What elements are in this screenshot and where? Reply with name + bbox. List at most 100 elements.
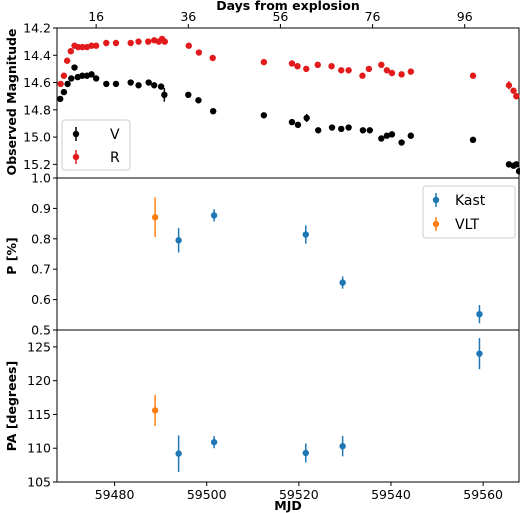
polarization-kast-point [210, 212, 218, 219]
magnitude-r-point [345, 67, 352, 74]
magnitude-y-label: Observed Magnitude [4, 29, 19, 176]
magnitude-r-point [398, 71, 405, 78]
magnitude-v-point [71, 64, 78, 71]
magnitude-v-point [79, 72, 86, 79]
pa-y-label: PA [degrees] [4, 361, 19, 451]
magnitude-v-point [57, 95, 64, 103]
magnitude-v-point [209, 107, 217, 115]
magnitude-ytick-label: 14.8 [23, 102, 51, 117]
magnitude-r-point [185, 42, 192, 49]
magnitude-v-point [513, 161, 520, 168]
position-angle-ytick-label: 120 [27, 373, 51, 388]
magnitude-v-point [303, 114, 310, 122]
magnitude-r-point [135, 38, 142, 45]
magnitude-v-point [366, 127, 374, 134]
magnitude-r-point [79, 43, 86, 51]
magnitude-ytick-label: 14.2 [23, 21, 51, 36]
bottom-xtick-label: 59500 [187, 487, 227, 502]
magnitude-r-point [338, 67, 345, 74]
magnitude-v-point [378, 135, 385, 142]
position-angle-ytick-label: 105 [27, 475, 51, 490]
position-angle-kast-point [210, 438, 218, 446]
magnitude-r-point [505, 82, 513, 89]
magnitude-r-point [57, 80, 64, 88]
position-angle-kast-point [339, 442, 346, 450]
magnitude-v-point [260, 112, 268, 119]
polarization-kast-point [175, 237, 182, 244]
magnitude-v-point [127, 79, 134, 86]
magnitude-r-point [294, 62, 301, 70]
polarization-vlt-point [151, 214, 159, 221]
legend-kast-label: Kast [455, 193, 486, 209]
polarization-legend-box [422, 185, 516, 239]
legend-vlt-marker [432, 220, 440, 228]
position-angle-ytick-label: 125 [27, 339, 51, 354]
magnitude-r-point [112, 39, 120, 47]
legend-kast-marker [432, 196, 440, 204]
magnitude-v-point [145, 79, 152, 86]
top-xtick-label: 16 [88, 9, 104, 24]
magnitude-v-point [92, 75, 100, 82]
magnitude-r-point [103, 39, 110, 47]
polarization-ytick-label: 0.9 [31, 201, 51, 216]
legend-v-label: V [110, 127, 120, 143]
magnitude-v-point [151, 82, 158, 89]
magnitude-ytick-label: 15.0 [23, 130, 51, 145]
magnitude-r-point [383, 67, 391, 74]
magnitude-v-point [338, 125, 345, 133]
magnitude-v-point [161, 91, 168, 99]
legend-r-label: R [110, 150, 120, 166]
magnitude-legend: V R [61, 119, 131, 171]
top-xtick-label: 76 [365, 9, 381, 24]
bottom-x-label: MJD [274, 498, 301, 513]
magnitude-v-point [328, 124, 336, 131]
magnitude-v-point [288, 118, 296, 126]
magnitude-v-point [135, 82, 142, 89]
magnitude-r-point [127, 39, 134, 47]
magnitude-v-point [294, 121, 302, 129]
magnitude-v-point [398, 139, 405, 146]
magnitude-v-point [103, 80, 110, 88]
top-axis-label: Days from explosion [216, 0, 360, 13]
bottom-xtick-label: 59560 [463, 487, 503, 502]
legend-r-marker [72, 153, 80, 161]
top-xtick-label: 56 [272, 9, 288, 24]
polarization-ytick-label: 0.5 [31, 323, 51, 338]
magnitude-v-point [515, 167, 520, 175]
magnitude-v-point [185, 91, 192, 99]
position-angle-ytick-label: 110 [27, 441, 51, 456]
magnitude-r-point [60, 72, 68, 79]
position-angle-kast-point [302, 449, 309, 457]
magnitude-v-point [469, 136, 477, 144]
magnitude-r-point [328, 62, 335, 70]
magnitude-ytick-label: 15.2 [23, 157, 51, 172]
magnitude-r-point [359, 72, 366, 79]
magnitude-v-point [60, 88, 68, 96]
magnitude-v-point [195, 97, 202, 104]
magnitude-r-point [145, 38, 152, 45]
bottom-xtick-label: 59520 [279, 487, 319, 502]
magnitude-v-point [315, 127, 322, 134]
magnitude-r-point [388, 69, 396, 77]
position-angle-ytick-label: 115 [27, 407, 51, 422]
legend-v-marker [72, 130, 80, 138]
polarization-ytick-label: 0.7 [31, 262, 51, 277]
position-angle-vlt-point [151, 407, 159, 414]
magnitude-r-point [469, 72, 477, 79]
magnitude-v-point [157, 83, 165, 90]
magnitude-v-point [345, 124, 352, 131]
magnitude-v-point [359, 127, 367, 134]
magnitude-v-point [388, 131, 396, 138]
magnitude-r-point [67, 47, 75, 55]
magnitude-r-point [260, 58, 268, 66]
top-xtick-label: 96 [457, 9, 473, 24]
magnitude-r-point [92, 42, 100, 49]
polarization-ytick-label: 0.8 [31, 231, 51, 246]
magnitude-r-point [63, 57, 71, 64]
magnitude-r-point [161, 38, 169, 45]
magnitude-v-point [88, 71, 95, 78]
polarization-kast-point [339, 279, 346, 286]
position-angle-frame [56, 329, 520, 483]
magnitude-v-point [64, 80, 71, 88]
magnitude-r-point [513, 92, 520, 100]
